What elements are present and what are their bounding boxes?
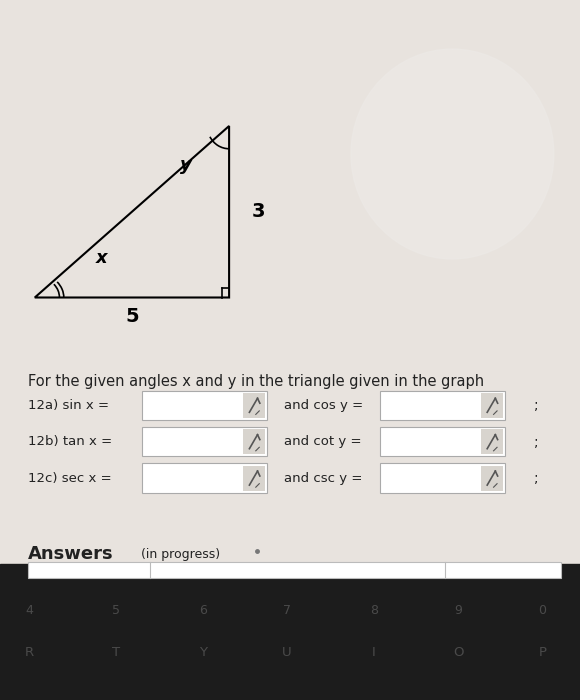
Bar: [380, 427, 505, 456]
Text: 8: 8: [370, 604, 378, 617]
Bar: [481, 393, 503, 418]
Text: 7: 7: [283, 604, 291, 617]
Text: 3: 3: [251, 202, 265, 221]
Bar: [243, 393, 265, 418]
Bar: [481, 466, 503, 491]
Text: Answers: Answers: [28, 545, 114, 564]
Bar: [243, 466, 265, 491]
Text: ;: ;: [534, 471, 539, 485]
Ellipse shape: [351, 49, 554, 259]
Text: 0: 0: [538, 604, 546, 617]
Text: and cot y =: and cot y =: [284, 435, 362, 448]
Text: I: I: [372, 646, 376, 659]
Text: 4: 4: [25, 604, 33, 617]
Text: ;: ;: [534, 435, 539, 449]
Bar: [380, 391, 505, 420]
Text: Y: Y: [199, 646, 207, 659]
Bar: [0, 564, 580, 700]
Bar: [142, 463, 267, 493]
Bar: [243, 429, 265, 454]
Text: y: y: [180, 155, 191, 174]
Text: O: O: [453, 646, 463, 659]
Text: P: P: [538, 646, 546, 659]
Bar: [28, 562, 561, 578]
Text: and cos y =: and cos y =: [284, 399, 363, 412]
Text: (in progress): (in progress): [141, 548, 220, 561]
Text: ;: ;: [534, 398, 539, 412]
Bar: [142, 391, 267, 420]
Text: 9: 9: [454, 604, 462, 617]
Text: 12b) tan x =: 12b) tan x =: [28, 435, 112, 448]
Bar: [0, 0, 580, 564]
Text: 5: 5: [125, 307, 139, 326]
Text: U: U: [282, 646, 292, 659]
Text: For the given angles x and y in the triangle given in the graph: For the given angles x and y in the tria…: [28, 374, 484, 389]
Text: R: R: [24, 646, 34, 659]
Bar: [481, 429, 503, 454]
Text: x: x: [96, 248, 107, 267]
Text: 6: 6: [199, 604, 207, 617]
Text: 12a) sin x =: 12a) sin x =: [28, 399, 109, 412]
Bar: [142, 427, 267, 456]
Text: 5: 5: [112, 604, 120, 617]
Text: and csc y =: and csc y =: [284, 472, 362, 484]
Text: 12c) sec x =: 12c) sec x =: [28, 472, 111, 484]
Bar: [380, 463, 505, 493]
Text: T: T: [112, 646, 120, 659]
